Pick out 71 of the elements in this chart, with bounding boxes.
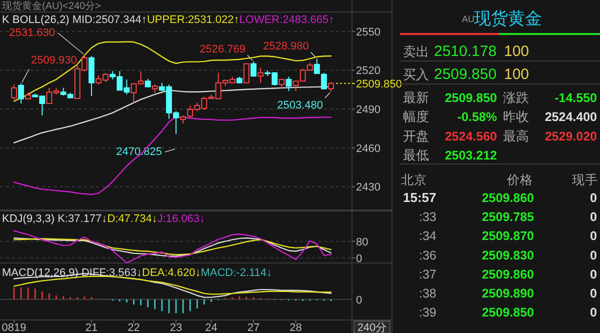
text: 0 — [590, 210, 598, 224]
x-tick-label: 23 — [170, 322, 182, 333]
text: 2509.890 — [482, 286, 534, 300]
text: 2509.860 — [482, 191, 534, 205]
annotation: 2503.480 — [277, 100, 323, 112]
text: 最低 — [403, 148, 429, 163]
text: 15:57 — [403, 190, 436, 205]
text: 2509.830 — [482, 248, 534, 262]
ref-line-label: 2509.850 — [356, 78, 402, 90]
text: :36 — [419, 248, 436, 262]
x-tick-label: 27 — [247, 322, 260, 333]
text: 100 — [504, 43, 530, 60]
chart-subtitle: K BOLL(26,2) — [2, 14, 72, 26]
text: 现货黄金 — [474, 9, 542, 28]
chart-title: 现货黄金(AU)<240分> — [2, 0, 102, 12]
chart-title: MACD(12,26,9) — [2, 267, 82, 279]
text: 2509.850 — [434, 66, 497, 83]
y-tick-label: 2550 — [356, 26, 380, 38]
y-tick-label: 2490 — [356, 104, 380, 116]
y-tick-label: 2460 — [356, 142, 380, 155]
text: -0.58% — [457, 110, 497, 124]
text: 2509.870 — [482, 229, 534, 244]
annotation: 2531.630 — [9, 27, 55, 39]
annotation: 2528.980 — [263, 40, 309, 53]
text: 0 — [590, 267, 598, 282]
text: 2529.020 — [544, 129, 598, 144]
x-tick-label: 24 — [205, 322, 218, 333]
text: 2509.850 — [482, 306, 534, 320]
text: 0 — [590, 191, 598, 205]
annotation: 2509.930 — [31, 54, 77, 66]
text: 2509.850 — [444, 91, 498, 105]
text: 240分 — [357, 322, 387, 333]
chart-title: KDJ(9,3,3) — [2, 213, 58, 225]
x-tick-label: 22 — [128, 322, 140, 333]
text: 价格 — [506, 173, 533, 187]
text: :37 — [419, 267, 436, 282]
text: 2510.178 — [434, 43, 497, 60]
text: 卖出 — [403, 44, 429, 59]
text: 2509.785 — [482, 210, 534, 224]
x-tick-label: 21 — [85, 322, 98, 333]
text: :38 — [419, 286, 436, 300]
y-tick-label: 80 — [356, 236, 368, 248]
x-tick-label: 28 — [290, 322, 302, 333]
x-tick-label: 0819 — [2, 322, 26, 333]
text: 2524.560 — [444, 129, 498, 144]
text: 昨收 — [503, 109, 529, 124]
text: -14.550 — [554, 91, 598, 105]
text: :39 — [419, 306, 436, 320]
text: 北京 — [401, 173, 427, 187]
text: 最新 — [403, 90, 429, 105]
text: 0 — [590, 286, 598, 300]
text: 0 — [590, 248, 598, 262]
y-tick-label: 0 — [356, 252, 362, 265]
text: AU — [462, 14, 475, 24]
text: 0 — [590, 229, 598, 244]
text: 最高 — [503, 128, 529, 144]
text: 涨跌 — [503, 90, 529, 105]
text: 0 — [590, 306, 598, 320]
text: 2524.400 — [544, 110, 598, 124]
text: 2509.860 — [482, 267, 534, 282]
text: 幅度 — [403, 109, 429, 124]
y-tick-label: 2430 — [356, 182, 380, 194]
text: 现手 — [572, 173, 598, 187]
annotation: 2526.769 — [200, 43, 246, 56]
text: 买入 — [403, 67, 429, 82]
text: :34 — [419, 229, 436, 244]
y-tick-label: 2520 — [356, 65, 380, 78]
text: :33 — [419, 210, 436, 224]
text: 2503.212 — [444, 148, 498, 163]
text: 100 — [504, 66, 530, 83]
text: 开盘 — [403, 128, 429, 144]
